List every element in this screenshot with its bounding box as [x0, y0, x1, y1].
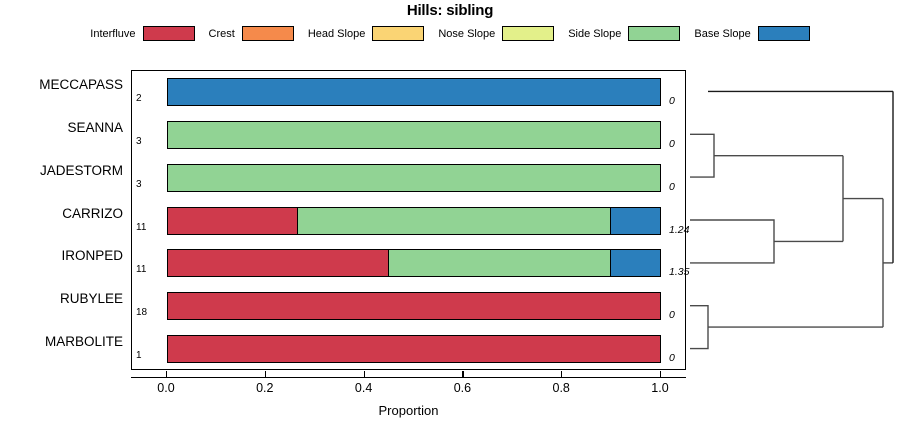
chart-row: MECCAPASS 2 0	[39, 71, 685, 114]
stacked-bar[interactable]	[167, 292, 661, 321]
stacked-bar[interactable]	[167, 78, 661, 106]
legend-item[interactable]: Interfluve	[90, 26, 195, 41]
bar-segment[interactable]	[168, 250, 390, 277]
dendro-merge-rubylee-marbolite	[690, 305, 709, 350]
row-h-value: 1.24	[669, 223, 690, 236]
stacked-bar[interactable]	[167, 335, 661, 364]
x-axis-tick-label: 0.2	[256, 381, 274, 395]
x-axis-tick-label: 0.6	[453, 381, 472, 395]
x-axis-tick	[363, 371, 365, 378]
legend-item[interactable]: Crest	[209, 26, 294, 41]
bar-segment[interactable]	[168, 164, 660, 191]
legend-swatch	[757, 26, 810, 41]
x-axis-tick-label: 0.8	[552, 381, 570, 395]
row-n-value: 2	[136, 93, 142, 104]
row-h-value: 0	[669, 309, 675, 322]
row-n-value: 3	[136, 178, 142, 190]
row-label: RUBYLEE	[59, 291, 123, 307]
row-label: MARBOLITE	[44, 334, 123, 350]
x-axis-tick	[462, 371, 464, 378]
row-label: CARRIZO	[62, 205, 123, 221]
legend-swatch	[502, 26, 555, 41]
row-n-value: 11	[136, 221, 147, 233]
chart-row: JADESTORM 3 0	[40, 157, 685, 200]
row-n-value: 18	[136, 307, 148, 319]
row-h-value: 0	[669, 137, 675, 150]
legend-item-label: Nose Slope	[438, 27, 496, 40]
row-n-value: 3	[136, 135, 142, 147]
row-h-value: 0	[669, 352, 675, 365]
row-label: MECCAPASS	[39, 77, 123, 92]
legend: Interfluve Crest Head Slope Nose Slope Side …	[0, 26, 900, 41]
stacked-bar[interactable]	[167, 206, 661, 235]
x-axis-tick	[264, 371, 267, 378]
x-axis-tick-label: 1.0	[651, 381, 669, 395]
legend-item-label: Head Slope	[307, 27, 366, 40]
legend-item-label: Crest	[208, 27, 235, 40]
legend-item-label: Interfluve	[90, 27, 136, 40]
bar-segment[interactable]	[168, 79, 660, 105]
bar-segment[interactable]	[610, 207, 660, 234]
bar-segment[interactable]	[610, 250, 660, 277]
legend-item[interactable]: Base Slope	[694, 26, 810, 41]
legend-item-label: Base Slope	[694, 27, 751, 40]
bar-segment[interactable]	[389, 250, 611, 277]
row-label: JADESTORM	[39, 162, 123, 178]
bar-segment[interactable]	[298, 207, 611, 234]
chart-row: CARRIZO 11 1.24	[62, 200, 689, 243]
row-n-value: 1	[136, 350, 142, 362]
dendrogram	[686, 70, 900, 370]
x-axis-tick-label: 0.0	[157, 381, 175, 395]
legend-item[interactable]: Nose Slope	[438, 26, 555, 41]
plot-panel: MECCAPASS 2 0 SEANNA 3 0 JADESTORM 3 0 CARRIZO 11 1…	[39, 70, 689, 371]
x-axis-line	[131, 377, 686, 379]
bar-segment[interactable]	[168, 207, 299, 234]
legend-item-label: Side Slope	[568, 27, 622, 40]
legend-swatch	[372, 26, 425, 41]
legend-swatch	[241, 26, 294, 41]
bar-segment[interactable]	[168, 336, 660, 363]
chart-row: MARBOLITE 1 0	[45, 328, 685, 371]
legend-item[interactable]: Side Slope	[568, 26, 681, 41]
chart-row: SEANNA 3 0	[67, 114, 685, 157]
dendro-merge-carrizo-ironped	[690, 219, 775, 264]
x-axis-label: Proportion	[378, 403, 439, 418]
row-h-value: 0	[669, 180, 675, 193]
row-h-value: 1.35	[669, 266, 690, 279]
stacked-bar[interactable]	[167, 163, 661, 192]
legend-item[interactable]: Head Slope	[308, 26, 425, 41]
dendrogram-svg	[690, 90, 894, 350]
stacked-bar[interactable]	[167, 249, 661, 278]
legend-swatch	[142, 26, 195, 41]
row-label: IRONPED	[61, 248, 123, 264]
row-n-value: 11	[136, 264, 147, 276]
page-title: Hills: sibling	[406, 2, 494, 19]
legend-swatch	[628, 26, 681, 41]
bar-segment[interactable]	[168, 293, 660, 320]
stacked-bar[interactable]	[167, 120, 661, 149]
chart-row: RUBYLEE 18 0	[60, 285, 685, 328]
chart-row: IRONPED 11 1.35	[61, 242, 689, 285]
x-axis-tick-label: 0.4	[354, 381, 373, 395]
dendro-merge-seanna-jadestorm	[690, 133, 715, 178]
x-axis-tick	[561, 371, 563, 378]
x-axis-tick	[166, 371, 168, 378]
bar-segment[interactable]	[168, 121, 660, 148]
row-h-value: 0	[669, 95, 675, 107]
row-label: SEANNA	[67, 119, 123, 135]
x-axis-tick	[660, 371, 662, 378]
